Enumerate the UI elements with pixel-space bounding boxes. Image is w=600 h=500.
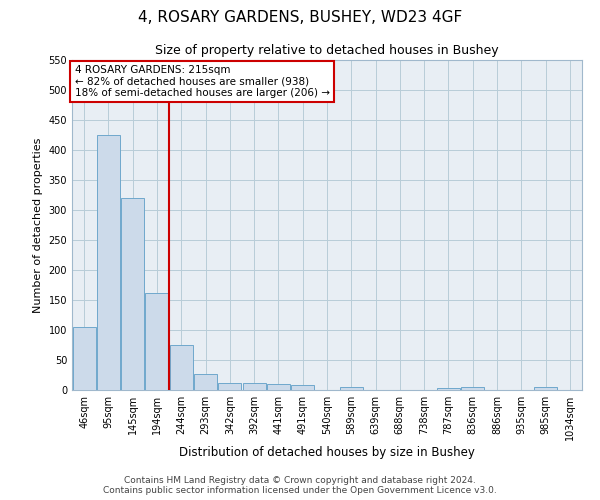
Text: 4, ROSARY GARDENS, BUSHEY, WD23 4GF: 4, ROSARY GARDENS, BUSHEY, WD23 4GF: [138, 10, 462, 25]
Bar: [340, 387, 363, 390]
Bar: [461, 387, 484, 390]
Bar: [145, 293, 169, 390]
Bar: [291, 385, 314, 390]
Bar: [534, 387, 557, 390]
Bar: [218, 383, 241, 390]
Bar: [437, 388, 460, 390]
Bar: [170, 345, 193, 390]
Bar: [121, 198, 144, 390]
Bar: [267, 384, 290, 390]
Title: Size of property relative to detached houses in Bushey: Size of property relative to detached ho…: [155, 44, 499, 58]
Bar: [242, 383, 266, 390]
Y-axis label: Number of detached properties: Number of detached properties: [33, 138, 43, 312]
Bar: [73, 327, 95, 390]
Text: 4 ROSARY GARDENS: 215sqm
← 82% of detached houses are smaller (938)
18% of semi-: 4 ROSARY GARDENS: 215sqm ← 82% of detach…: [74, 65, 329, 98]
Bar: [97, 135, 120, 390]
Text: Contains HM Land Registry data © Crown copyright and database right 2024.
Contai: Contains HM Land Registry data © Crown c…: [103, 476, 497, 495]
X-axis label: Distribution of detached houses by size in Bushey: Distribution of detached houses by size …: [179, 446, 475, 458]
Bar: [194, 374, 217, 390]
